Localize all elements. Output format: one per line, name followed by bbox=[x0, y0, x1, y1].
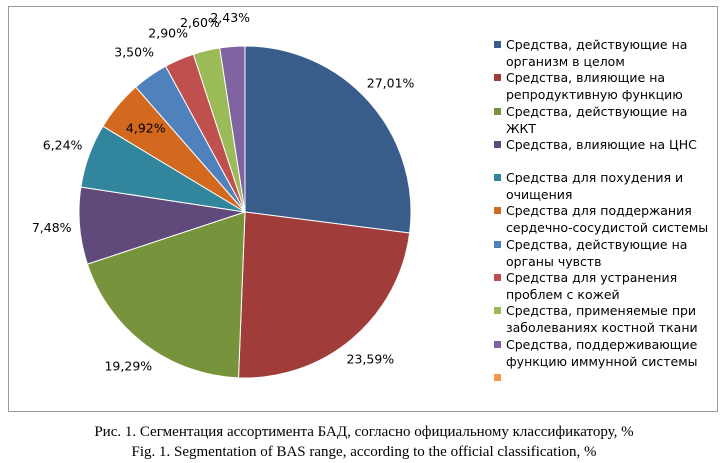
legend-swatch bbox=[494, 307, 501, 315]
legend-label: Средства, влияющие на репродуктивную фун… bbox=[506, 70, 683, 103]
legend-swatch bbox=[494, 140, 501, 148]
legend-item: Средства, влияющие на ЦНС bbox=[494, 136, 709, 169]
data-label: 3,50% bbox=[114, 44, 154, 59]
legend-item: Средства для поддержания сердечно-сосуди… bbox=[494, 202, 709, 235]
legend-item bbox=[494, 369, 709, 402]
data-label: 2,90% bbox=[148, 25, 188, 40]
legend-item: Средства, поддерживающие функцию иммунно… bbox=[494, 336, 709, 369]
legend-swatch bbox=[494, 174, 501, 182]
legend-swatch bbox=[494, 107, 501, 115]
data-label: 23,59% bbox=[347, 352, 395, 367]
legend-swatch bbox=[494, 373, 501, 381]
legend-label: Средства, действующие на органы чувств bbox=[506, 236, 688, 269]
legend-item: Средства, действующие на органы чувств bbox=[494, 236, 709, 269]
pie-slice bbox=[244, 45, 412, 234]
legend-label: Средства для устранения проблем с кожей bbox=[506, 270, 678, 303]
data-label: 27,01% bbox=[367, 75, 415, 90]
legend-swatch bbox=[494, 207, 501, 215]
legend-swatch bbox=[494, 274, 501, 282]
data-label: 2,60% bbox=[180, 15, 220, 30]
legend-item: Средства для похудения и очищения bbox=[494, 169, 709, 202]
chart-frame bbox=[8, 6, 718, 412]
legend-item: Средства, действующие на ЖКТ bbox=[494, 103, 709, 136]
pie-slice bbox=[219, 45, 246, 213]
caption: Fig. 1. Segmentation of BAS range, accor… bbox=[131, 444, 597, 460]
legend-swatch bbox=[494, 74, 501, 82]
legend-item: Средства, влияющие на репродуктивную фун… bbox=[494, 69, 709, 102]
legend-swatch bbox=[494, 240, 501, 248]
legend-label: Средства, действующие на ЖКТ bbox=[506, 103, 688, 136]
data-label: 7,48% bbox=[32, 220, 72, 235]
legend-label: Средства, применяемые при заболеваниях к… bbox=[506, 303, 698, 336]
legend: Средства, действующие на организм в цело… bbox=[494, 36, 709, 402]
legend-label: Средства, влияющие на ЦНС bbox=[506, 136, 697, 152]
legend-label: Средства, действующие на организм в цело… bbox=[506, 37, 688, 69]
legend-item: Средства, действующие на организм в цело… bbox=[494, 36, 709, 69]
data-label: 19,29% bbox=[104, 358, 152, 373]
caption: Рис. 1. Сегментация ассортимента БАД, со… bbox=[94, 424, 634, 440]
data-label: 6,24% bbox=[43, 138, 83, 153]
legend-label: Средства для поддержания сердечно-сосуди… bbox=[506, 203, 709, 236]
legend-item: Средства для устранения проблем с кожей bbox=[494, 269, 709, 302]
data-label: 4,92% bbox=[126, 120, 166, 135]
legend-item: Средства, применяемые при заболеваниях к… bbox=[494, 302, 709, 335]
legend-label: Средства для похудения и очищения bbox=[506, 170, 684, 203]
legend-swatch bbox=[494, 41, 501, 48]
legend-label: Средства, поддерживающие функцию иммунно… bbox=[506, 336, 698, 369]
legend-swatch bbox=[494, 340, 501, 348]
pie-slice bbox=[238, 211, 411, 379]
pie-slice bbox=[86, 211, 246, 379]
data-label: 2,43% bbox=[210, 10, 250, 25]
